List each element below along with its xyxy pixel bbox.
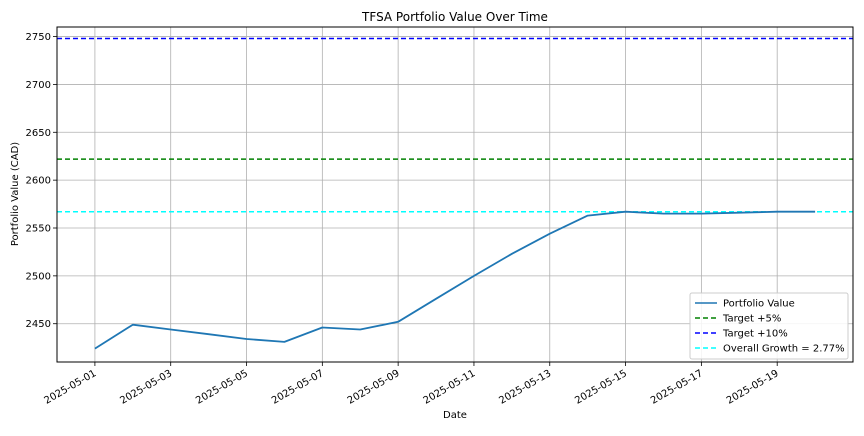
x-tick-label: 2025-05-01	[43, 368, 99, 407]
y-tick-label: 2500	[26, 271, 51, 282]
series-line	[94, 210, 816, 350]
y-tick-label: 2600	[26, 176, 51, 187]
legend-label: Target +10%	[722, 329, 788, 340]
grid	[57, 27, 853, 362]
legend-label: Target +5%	[722, 314, 781, 325]
series-lines	[94, 210, 816, 350]
x-tick-label: 2025-05-11	[422, 368, 478, 407]
legend-box	[689, 292, 849, 360]
y-axis-ticks: 2450 2500 2550 2600 2650 2700 2750	[26, 32, 57, 330]
y-tick-label: 2450	[26, 319, 51, 330]
x-axis-label: Date	[443, 410, 467, 421]
plot-area-frame	[56, 26, 854, 363]
x-tick-label: 2025-05-05	[194, 368, 250, 407]
y-tick-label: 2700	[26, 80, 51, 91]
x-tick-label: 2025-05-19	[725, 368, 781, 407]
legend: Portfolio Value Target +5% Target +10% Over…	[689, 292, 849, 360]
x-tick-label: 2025-05-17	[649, 368, 705, 407]
x-tick-label: 2025-05-07	[270, 368, 326, 407]
chart-title: TFSA Portfolio Value Over Time	[361, 10, 548, 24]
y-tick-label: 2750	[26, 32, 51, 43]
x-tick-label: 2025-05-13	[497, 368, 553, 407]
x-axis-ticks: 2025-05-01 2025-05-03 2025-05-05 2025-05-07…	[43, 362, 781, 407]
y-axis-label: Portfolio Value (CAD)	[10, 142, 21, 246]
y-tick-label: 2550	[26, 224, 51, 235]
legend-label: Portfolio Value	[723, 299, 795, 310]
x-tick-label: 2025-05-03	[118, 368, 174, 407]
reference-lines	[57, 37, 853, 213]
y-tick-label: 2650	[26, 128, 51, 139]
legend-label: Overall Growth = 2.77%	[723, 344, 845, 355]
x-tick-label: 2025-05-15	[573, 368, 629, 407]
x-tick-label: 2025-05-09	[346, 368, 402, 407]
